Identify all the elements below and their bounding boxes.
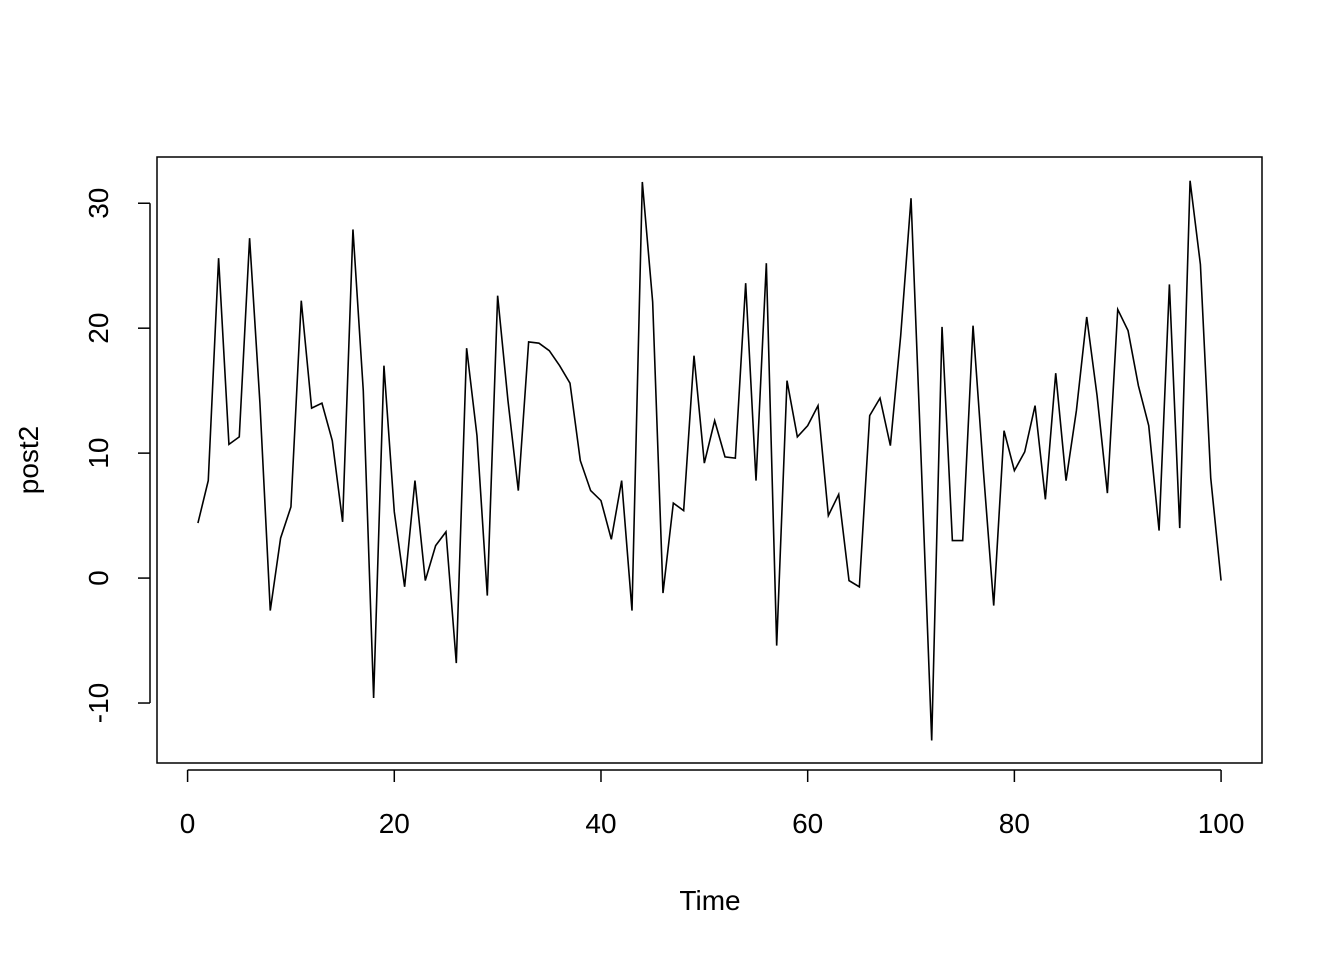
y-tick-label: 10 (83, 438, 114, 469)
y-axis-label: post2 (13, 426, 44, 495)
y-tick-label: 0 (83, 570, 114, 586)
x-axis-label: Time (679, 885, 740, 916)
y-tick-label: -10 (83, 683, 114, 723)
y-tick-label: 30 (83, 188, 114, 219)
y-tick-label: 20 (83, 313, 114, 344)
x-tick-label: 100 (1198, 808, 1245, 839)
x-tick-label: 80 (999, 808, 1030, 839)
x-tick-label: 20 (379, 808, 410, 839)
x-tick-label: 60 (792, 808, 823, 839)
plot-frame (156, 156, 1263, 764)
series-line (197, 180, 1222, 741)
x-tick-label: 40 (585, 808, 616, 839)
x-tick-label: 0 (180, 808, 196, 839)
